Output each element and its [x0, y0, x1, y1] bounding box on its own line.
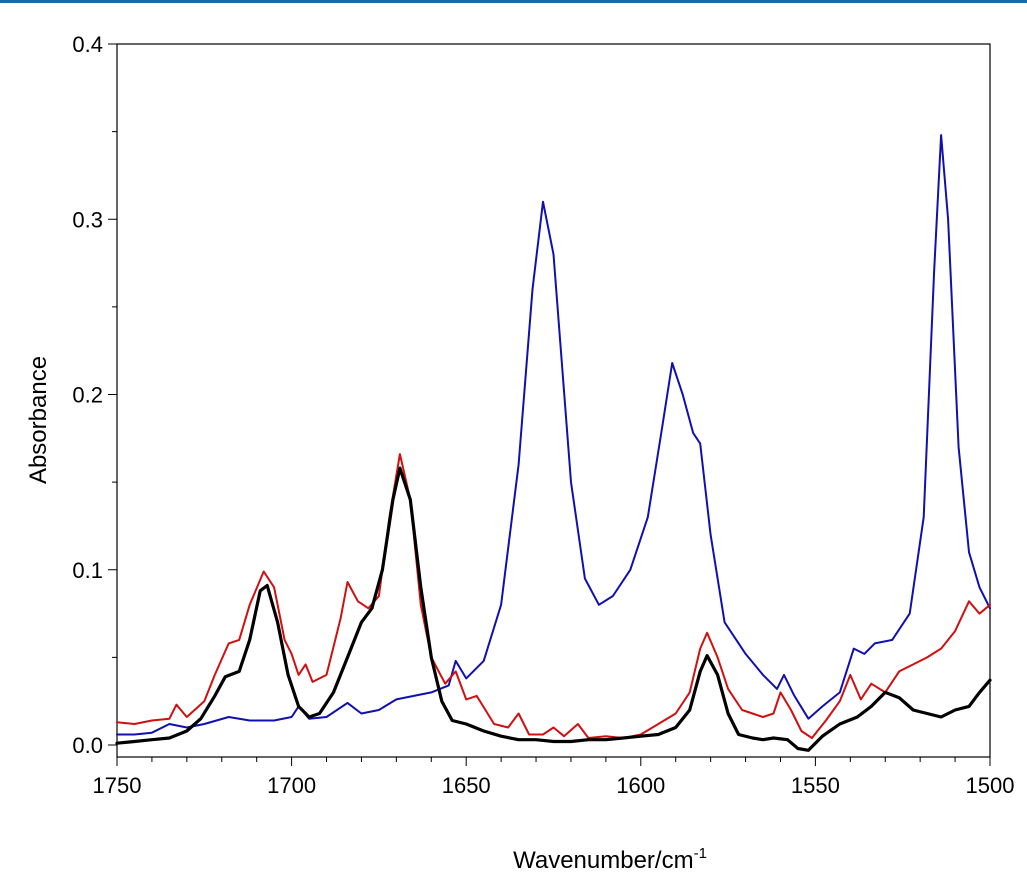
x-axis-title-superscript: -1 [694, 845, 707, 862]
x-tick-label: 1700 [267, 773, 316, 798]
y-tick-label: 0.2 [72, 383, 103, 408]
x-tick-label: 1750 [93, 773, 142, 798]
x-tick-label: 1600 [616, 773, 665, 798]
y-axis-ticks: 0.0 0.1 0.2 0.3 0.4 [72, 32, 117, 758]
y-tick-label: 0.3 [72, 207, 103, 232]
series-layer [115, 134, 992, 752]
y-tick-label: 0.4 [72, 32, 103, 57]
series-line-2 [116, 453, 991, 739]
x-axis-title: Wavenumber/cm-1 [513, 845, 707, 874]
series-line-3 [115, 466, 992, 752]
top-rule [0, 0, 1027, 3]
plot-frame [116, 43, 991, 758]
plot-border [116, 43, 991, 758]
y-tick-label: 0.1 [72, 558, 103, 583]
y-tick-label: 0.0 [72, 733, 103, 758]
x-tick-label: 1550 [791, 773, 840, 798]
x-tick-label: 1500 [966, 773, 1015, 798]
y-axis-title: Absorbance [25, 356, 52, 484]
x-tick-label: 1650 [442, 773, 491, 798]
x-axis-ticks: 1750 1700 1650 1600 1550 1500 [93, 757, 1015, 798]
x-axis-title-text: Wavenumber/cm [513, 847, 694, 874]
